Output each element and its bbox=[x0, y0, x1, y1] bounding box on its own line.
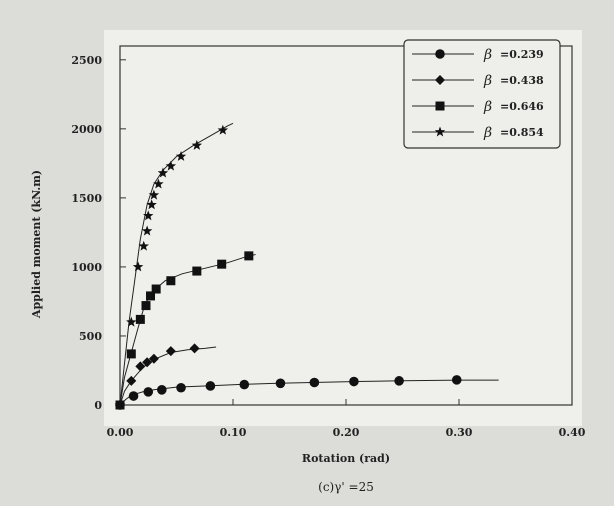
legend-entry: β =0.438 bbox=[412, 73, 544, 89]
legend-entry: β =0.646 bbox=[412, 99, 544, 115]
legend-label: =0.854 bbox=[500, 126, 544, 139]
legend-symbol: β bbox=[483, 99, 492, 115]
y-tick-label: 500 bbox=[79, 330, 102, 343]
data-point bbox=[148, 353, 159, 364]
x-tick-label: 0.20 bbox=[333, 426, 360, 439]
x-tick-label: 0.10 bbox=[220, 426, 247, 439]
legend-marker bbox=[434, 126, 446, 137]
y-tick-label: 2000 bbox=[71, 123, 102, 136]
data-point bbox=[275, 378, 286, 389]
data-point bbox=[217, 259, 227, 269]
data-point bbox=[153, 178, 164, 189]
data-point bbox=[146, 199, 157, 210]
data-point bbox=[128, 391, 139, 401]
figure-caption: (c)γ' =25 bbox=[318, 480, 374, 494]
legend-symbol: β bbox=[483, 125, 492, 141]
data-point bbox=[217, 124, 229, 135]
legend: β =0.239 β =0.438 β =0.646 β =0.854 bbox=[403, 39, 561, 149]
data-point bbox=[192, 266, 202, 276]
legend-box bbox=[403, 39, 561, 149]
x-axis-label: Rotation (rad) bbox=[302, 452, 390, 465]
x-tick-label: 0.40 bbox=[559, 426, 586, 439]
legend-symbol: β bbox=[483, 47, 492, 63]
y-tick-label: 1500 bbox=[71, 192, 102, 205]
data-point bbox=[166, 276, 176, 286]
y-axis-label: Applied moment (kN.m) bbox=[30, 170, 43, 319]
data-point bbox=[141, 225, 153, 236]
data-point bbox=[126, 316, 137, 327]
series-group bbox=[114, 122, 499, 410]
axis-ticks: 0.00 0.10 0.20 0.30 0.40 0 500 1000 1500 2000 2500 bbox=[71, 54, 585, 439]
data-point bbox=[451, 375, 462, 385]
data-point bbox=[135, 361, 146, 372]
data-point bbox=[143, 387, 154, 397]
legend-marker bbox=[435, 101, 445, 111]
data-point bbox=[244, 251, 254, 261]
legend-label: =0.239 bbox=[500, 48, 544, 61]
data-point bbox=[135, 314, 145, 324]
data-point bbox=[138, 240, 149, 251]
x-tick-label: 0.30 bbox=[446, 426, 473, 439]
data-point bbox=[239, 379, 250, 390]
data-point bbox=[157, 167, 169, 178]
legend-entry: β =0.239 bbox=[412, 47, 544, 63]
y-tick-label: 0 bbox=[94, 399, 102, 412]
data-point bbox=[205, 381, 216, 391]
data-point bbox=[176, 382, 186, 393]
data-point bbox=[114, 399, 126, 410]
data-point bbox=[142, 357, 153, 368]
legend-marker bbox=[435, 49, 445, 59]
legend-label: =0.438 bbox=[500, 74, 544, 87]
legend-marker bbox=[435, 75, 445, 85]
legend-entry: β =0.854 bbox=[412, 125, 544, 141]
series-diamond bbox=[115, 343, 217, 410]
y-tick-label: 2500 bbox=[71, 54, 102, 67]
legend-label: =0.646 bbox=[500, 100, 544, 113]
data-point bbox=[165, 160, 177, 171]
data-point bbox=[165, 346, 176, 357]
data-point bbox=[132, 261, 144, 272]
data-point bbox=[146, 291, 156, 301]
data-point bbox=[394, 376, 404, 386]
data-point bbox=[189, 343, 200, 354]
series-star bbox=[114, 122, 234, 410]
legend-symbol: β bbox=[483, 73, 492, 89]
data-point bbox=[143, 210, 154, 221]
data-point bbox=[148, 189, 160, 200]
data-point bbox=[175, 150, 187, 161]
data-point bbox=[349, 376, 359, 387]
y-tick-label: 1000 bbox=[71, 261, 102, 274]
data-point bbox=[126, 349, 136, 359]
data-point bbox=[157, 385, 167, 395]
data-point bbox=[309, 377, 320, 388]
data-point bbox=[126, 375, 137, 386]
data-point bbox=[151, 284, 161, 294]
x-tick-label: 0.00 bbox=[107, 426, 134, 439]
data-point bbox=[191, 139, 203, 150]
data-point bbox=[141, 301, 151, 311]
